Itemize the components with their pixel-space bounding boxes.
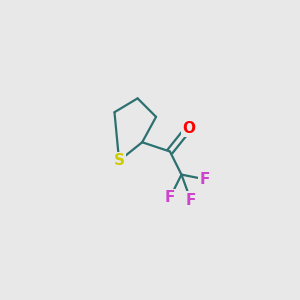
Text: F: F <box>185 193 196 208</box>
Text: F: F <box>165 190 175 205</box>
Text: O: O <box>182 121 195 136</box>
Text: F: F <box>200 172 210 187</box>
Text: S: S <box>114 153 124 168</box>
